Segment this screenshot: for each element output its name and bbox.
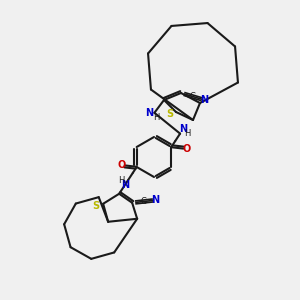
Text: N: N [200,95,208,105]
Text: H: H [184,129,190,138]
Text: O: O [183,144,191,154]
Text: H: H [153,113,160,122]
Text: C: C [190,92,195,101]
Text: C: C [140,197,146,206]
Text: N: N [145,108,154,118]
Text: S: S [93,201,100,211]
Text: O: O [117,160,125,170]
Text: H: H [118,176,124,185]
Text: N: N [121,180,129,190]
Text: S: S [167,109,174,119]
Text: N: N [151,195,159,205]
Text: N: N [179,124,187,134]
